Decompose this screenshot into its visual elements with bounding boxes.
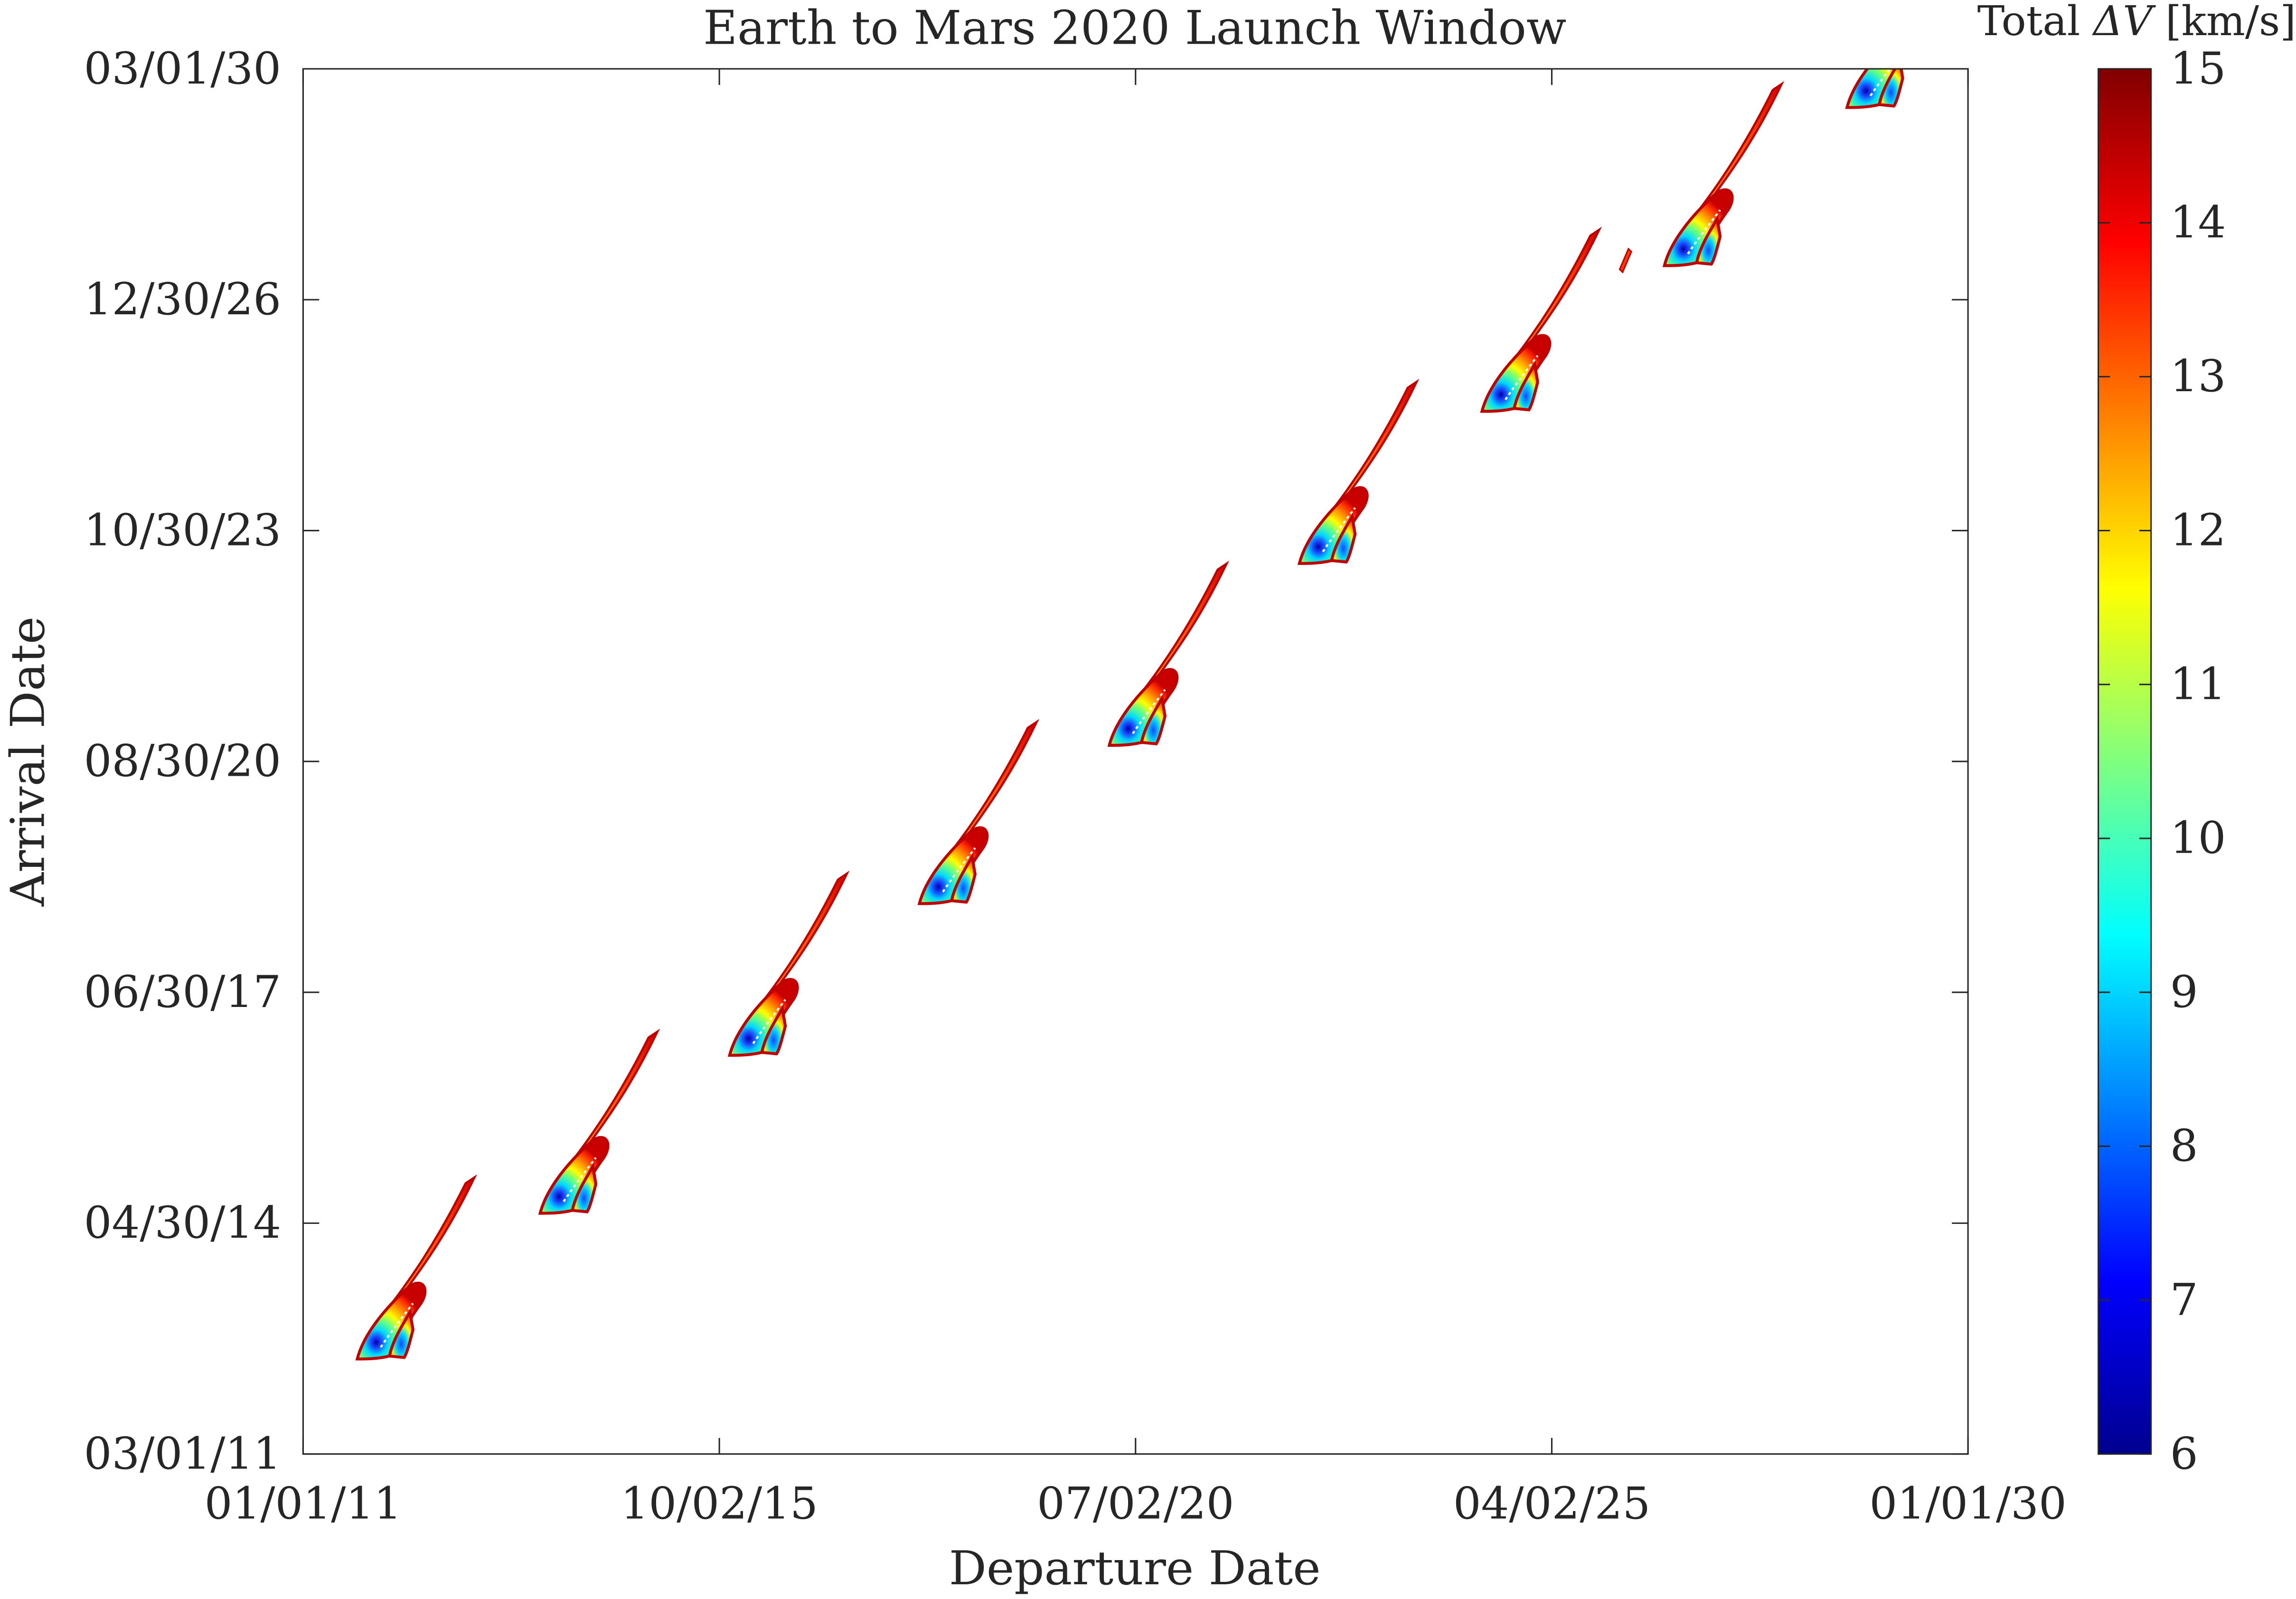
colorbar-ticks: 6 7 8 9 10 11 12 13 14 15: [2098, 43, 2226, 1479]
window-ridge: [380, 1302, 414, 1348]
window-lobe-small: [1877, 68, 1904, 108]
window-lobe-small: [1139, 694, 1167, 746]
window-tail: [388, 1174, 477, 1307]
window-ridge: [1132, 689, 1166, 734]
y-axis-label: Arrival Date: [1, 616, 56, 907]
window-lobe: [1107, 668, 1179, 747]
colorbar: Total ΔV [km/s] 6 7 8 9 10 11 12 13 14 15: [1977, 0, 2296, 1479]
window-lobe: [1662, 188, 1734, 267]
window-lobe-small: [950, 852, 977, 904]
window-ridge: [1505, 355, 1539, 400]
window-lobe-small: [570, 1162, 598, 1213]
x-axis: 01/01/11 10/02/15 07/02/20 04/02/25 01/01/30: [205, 68, 2067, 1529]
window-tail: [1330, 378, 1420, 512]
x-axis-label: Departure Date: [949, 1541, 1321, 1596]
window-tail: [950, 719, 1039, 852]
window-lobe-small: [1512, 360, 1539, 412]
colorbar-tick-label: 14: [2170, 197, 2226, 248]
window-lobe: [1845, 68, 1901, 109]
window-lobe: [1480, 334, 1552, 413]
y-tick-label: 12/30/26: [84, 273, 282, 325]
window-lobe: [917, 826, 989, 905]
launch-window-blob: [917, 719, 1039, 905]
x-tick-label: 07/02/20: [1037, 1477, 1234, 1529]
window-tail: [1695, 81, 1785, 214]
window-ridge: [563, 1157, 597, 1203]
window-lobe: [538, 1136, 610, 1215]
launch-windows: [355, 0, 1964, 1361]
colorbar-tick-label: 8: [2170, 1120, 2198, 1171]
window-ridge: [752, 999, 786, 1044]
window-lobe-small: [1694, 215, 1722, 266]
window-lobe: [355, 1281, 427, 1361]
y-tick-label: 08/30/20: [84, 735, 282, 787]
y-tick-label: 04/30/14: [84, 1197, 282, 1248]
sliver-shape: [1618, 247, 1632, 274]
isolated-sliver: [1618, 247, 1632, 274]
colorbar-tick-label: 12: [2170, 504, 2226, 555]
x-tick-label: 01/01/11: [205, 1477, 402, 1529]
window-ridge: [942, 847, 976, 893]
x-tick-label: 01/01/30: [1869, 1477, 2067, 1529]
colorbar-label: Total ΔV [km/s]: [1977, 0, 2296, 45]
colorbar-tick-label: 13: [2170, 350, 2226, 402]
window-ridge: [1322, 507, 1356, 553]
launch-window-blob: [1107, 560, 1230, 747]
colorbar-tick-label: 15: [2170, 43, 2226, 94]
x-tick-label: 04/02/25: [1453, 1477, 1651, 1529]
y-tick-label: 03/01/30: [84, 43, 282, 94]
launch-window-blob: [355, 1174, 477, 1361]
launch-window-blob: [1297, 378, 1420, 565]
window-tail: [1513, 226, 1602, 360]
launch-window-blob: [1480, 226, 1602, 413]
y-axis: 03/01/11 04/30/14 06/30/17 08/30/20 10/30/23…: [84, 43, 1968, 1479]
window-tail: [1879, 0, 1964, 55]
window-lobe-small: [760, 1004, 787, 1055]
launch-window-blob: [1662, 81, 1785, 267]
window-tail: [761, 870, 850, 1004]
window-tail: [1140, 560, 1230, 694]
window-lobe: [727, 978, 799, 1057]
y-tick-label: 06/30/17: [84, 966, 282, 1017]
plot-area-frame: [302, 68, 1969, 1455]
colorbar-tick-label: 7: [2170, 1274, 2198, 1325]
x-tick-label: 10/02/15: [621, 1477, 818, 1529]
y-tick-label: 10/30/23: [84, 504, 282, 555]
launch-window-blob: [538, 1028, 660, 1215]
colorbar-tick-label: 11: [2170, 658, 2226, 710]
colorbar-tick-label: 10: [2170, 812, 2226, 864]
y-tick-label: 03/01/11: [84, 1428, 282, 1479]
colorbar-tick-label: 9: [2170, 966, 2198, 1017]
window-ridge: [1869, 68, 1891, 96]
colorbar-tick-label: 6: [2170, 1428, 2198, 1479]
launch-window-blob: [727, 870, 850, 1057]
launch-window-blob: [1845, 0, 1964, 109]
window-lobe-small: [1330, 512, 1357, 564]
chart-title: Earth to Mars 2020 Launch Window: [703, 1, 1566, 56]
window-lobe-small: [387, 1308, 414, 1359]
window-lobe: [1297, 486, 1369, 565]
window-ridge: [1687, 209, 1721, 255]
colorbar-gradient: [2098, 68, 2152, 1455]
window-tail: [571, 1028, 660, 1162]
